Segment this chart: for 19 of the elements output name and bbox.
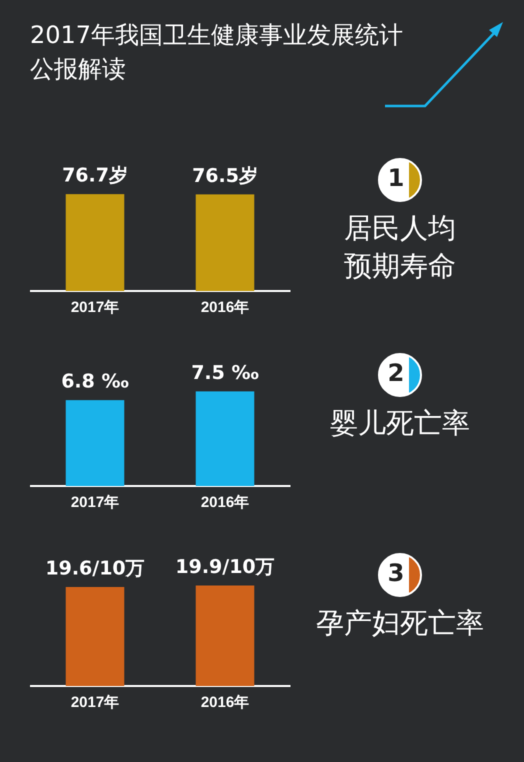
text: 2017年我国卫生健康事业发展统计公报解读	[30, 20, 404, 85]
text: 2	[388, 359, 404, 388]
x-tick-label: 2017年	[70, 299, 120, 316]
text: 1	[388, 164, 404, 192]
data-label: 76.7岁	[62, 164, 128, 187]
data-label: 19.6/10万	[45, 557, 145, 580]
text: 孕产妇死亡率	[316, 606, 484, 640]
data-label: 7.5 ‰	[191, 362, 259, 384]
x-tick-label: 2016年	[200, 494, 250, 512]
text: 居民人均预期寿命	[344, 211, 456, 282]
x-tick-label: 2016年	[200, 299, 250, 316]
text: 3	[388, 559, 404, 588]
text: 婴儿死亡率	[330, 406, 470, 440]
x-tick-label: 2017年	[70, 694, 120, 712]
x-tick-label: 2016年	[200, 694, 250, 712]
data-label: 6.8 ‰	[61, 370, 129, 393]
x-tick-label: 2017年	[70, 494, 120, 512]
data-label: 76.5岁	[192, 164, 258, 187]
data-label: 19.9/10万	[175, 556, 275, 578]
